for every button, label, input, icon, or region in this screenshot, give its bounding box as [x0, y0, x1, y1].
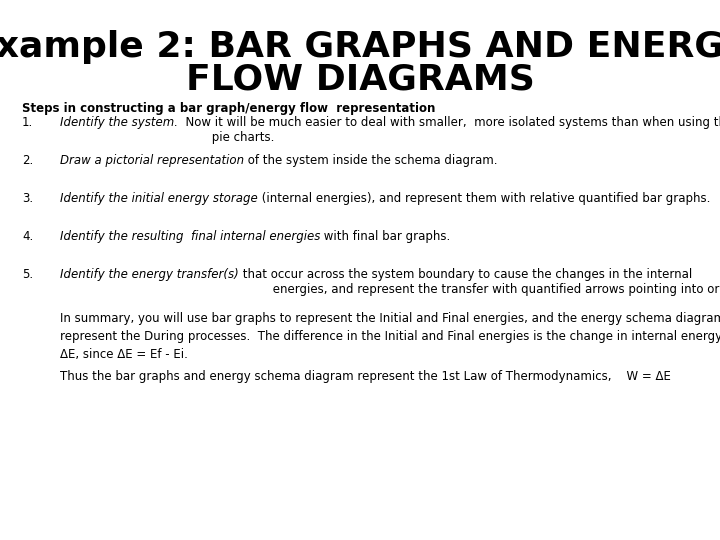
- Text: Steps in constructing a bar graph/energy flow  representation: Steps in constructing a bar graph/energy…: [22, 102, 436, 115]
- Text: 3.: 3.: [22, 192, 33, 205]
- Text: 2.: 2.: [22, 154, 33, 167]
- Text: Thus the bar graphs and energy schema diagram represent the 1st Law of Thermodyn: Thus the bar graphs and energy schema di…: [60, 370, 671, 383]
- Text: 5.: 5.: [22, 268, 33, 281]
- Text: Identify the initial energy storage: Identify the initial energy storage: [60, 192, 258, 205]
- Text: Identify the energy transfer(s): Identify the energy transfer(s): [60, 268, 239, 281]
- Text: Draw a pictorial representation: Draw a pictorial representation: [60, 154, 244, 167]
- Text: Example 2: BAR GRAPHS AND ENERGY: Example 2: BAR GRAPHS AND ENERGY: [0, 30, 720, 64]
- Text: of the system inside the schema diagram.: of the system inside the schema diagram.: [244, 154, 498, 167]
- Text: In summary, you will use bar graphs to represent the Initial and Final energies,: In summary, you will use bar graphs to r…: [60, 312, 720, 361]
- Text: FLOW DIAGRAMS: FLOW DIAGRAMS: [186, 62, 534, 96]
- Text: with final bar graphs.: with final bar graphs.: [320, 230, 451, 243]
- Text: Identify the system.: Identify the system.: [60, 116, 178, 129]
- Text: Identify the resulting  final internal energies: Identify the resulting final internal en…: [60, 230, 320, 243]
- Text: 1.: 1.: [22, 116, 33, 129]
- Text: 4.: 4.: [22, 230, 33, 243]
- Text: (internal energies), and represent them with relative quantified bar graphs.: (internal energies), and represent them …: [258, 192, 710, 205]
- Text: that occur across the system boundary to cause the changes in the internal
     : that occur across the system boundary to…: [239, 268, 720, 296]
- Text: Now it will be much easier to deal with smaller,  more isolated systems than whe: Now it will be much easier to deal with …: [178, 116, 720, 144]
